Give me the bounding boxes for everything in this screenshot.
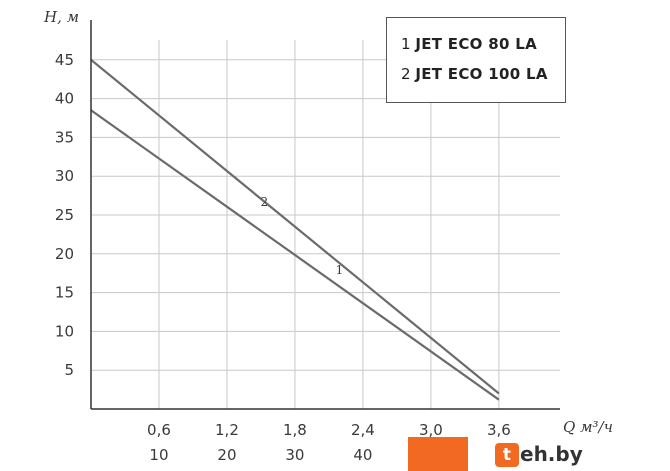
- watermark-logo: t eh.by: [495, 437, 670, 471]
- legend: 1 JET ECO 80 LA 2 JET ECO 100 LA: [386, 17, 566, 103]
- x-tick-label-secondary: 20: [217, 446, 236, 464]
- watermark-badge: t: [495, 443, 519, 467]
- legend-item-number: 2: [401, 65, 411, 83]
- x-tick-label: 1,8: [283, 421, 307, 439]
- x-tick-label: 1,2: [215, 421, 239, 439]
- curve-2: [90, 58, 500, 395]
- curve-label-1: 1: [336, 263, 344, 277]
- orange-strip: [408, 437, 468, 471]
- curve-1: [90, 109, 500, 401]
- x-tick-label-secondary: 10: [149, 446, 168, 464]
- legend-item-2: 2 JET ECO 100 LA: [401, 65, 548, 83]
- curves: 12: [90, 58, 500, 401]
- x-tick-label: 3,6: [487, 421, 511, 439]
- tick-labels: 5 10 15 20 25 30 35 40 45 0,6 1,2 1,8 2,4 3,0 3,6 10 20 3…: [55, 51, 511, 464]
- x-tick-label: 3,0: [419, 421, 443, 439]
- legend-item-number: 1: [401, 35, 411, 53]
- y-tick-label: 5: [64, 361, 74, 379]
- axes: [90, 20, 560, 410]
- y-tick-label: 10: [55, 322, 74, 340]
- legend-item-1: 1 JET ECO 80 LA: [401, 35, 537, 53]
- y-tick-label: 40: [55, 90, 74, 108]
- legend-item-name: JET ECO 80 LA: [415, 35, 538, 53]
- watermark-text: eh.by: [520, 442, 583, 466]
- y-tick-label: 20: [55, 245, 74, 263]
- x-tick-label-secondary: 40: [353, 446, 372, 464]
- grid: [91, 40, 560, 409]
- y-tick-label: 45: [55, 51, 74, 69]
- y-tick-label: 15: [55, 284, 74, 302]
- x-tick-label: 2,4: [351, 421, 375, 439]
- x-tick-label-secondary: 30: [285, 446, 304, 464]
- y-tick-label: 35: [55, 128, 74, 146]
- y-tick-label: 25: [55, 206, 74, 224]
- y-tick-label: 30: [55, 167, 74, 185]
- x-tick-label: 0,6: [147, 421, 171, 439]
- y-axis-title: H, м: [43, 8, 79, 26]
- legend-item-name: JET ECO 100 LA: [415, 65, 548, 83]
- curve-label-2: 2: [261, 195, 269, 209]
- x-axis-title: Q м³/ч: [563, 418, 613, 436]
